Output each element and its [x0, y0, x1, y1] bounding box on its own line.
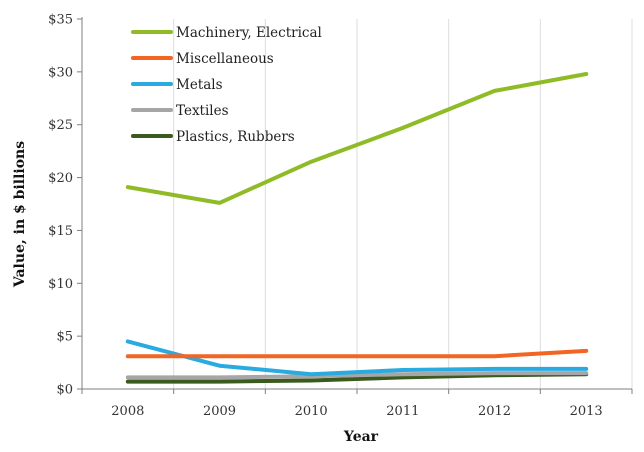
series-line: [125, 372, 589, 384]
x-axis-title: Year: [343, 429, 379, 445]
legend-label: Miscellaneous: [176, 51, 274, 67]
y-tick-label: $20: [48, 171, 73, 186]
series-line: [125, 72, 589, 205]
x-tick-label: 2009: [203, 404, 236, 419]
x-tick-label: 2012: [478, 404, 511, 419]
y-tick-label: $35: [48, 13, 73, 28]
series-line: [125, 371, 589, 380]
legend-label: Plastics, Rubbers: [176, 129, 295, 145]
axes: $0 $5 $10 $15 $20 $25 $30 $35 2008 2009 2010 2011 20…: [48, 13, 633, 419]
y-tick-label: $15: [48, 224, 73, 239]
gridlines: [173, 19, 633, 389]
series-lines: [125, 72, 589, 384]
x-tick-label: 2013: [570, 404, 603, 419]
y-axis-title: Value, in $ billions: [12, 141, 28, 288]
x-tick-label: 2008: [111, 404, 144, 419]
x-tick-label: 2011: [386, 404, 419, 419]
legend-label: Metals: [176, 77, 223, 93]
y-tick-label: $25: [48, 118, 73, 133]
y-tick-label: $5: [56, 330, 73, 345]
x-tick-label: 2010: [295, 404, 328, 419]
legend-label: Machinery, Electrical: [176, 25, 322, 41]
legend: Machinery, Electrical Miscellaneous Metals…: [131, 25, 322, 145]
series-line: [125, 339, 589, 377]
legend-label: Textiles: [176, 103, 229, 119]
y-tick-label: $30: [48, 65, 73, 80]
y-tick-label: $0: [56, 383, 73, 398]
y-tick-label: $10: [48, 277, 73, 292]
series-line: [125, 348, 589, 359]
